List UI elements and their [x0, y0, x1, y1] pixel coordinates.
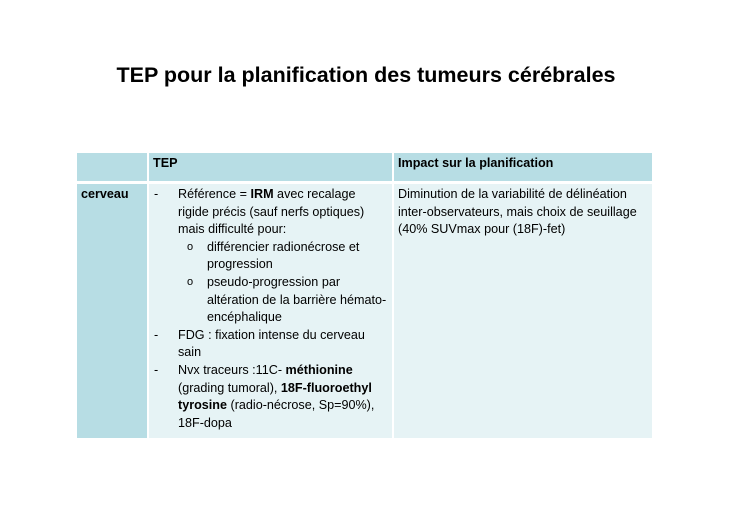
list-item: - FDG : fixation intense du cerveau sain — [153, 327, 388, 362]
table-header-row: TEP Impact sur la planification — [77, 153, 652, 181]
sub-list: o différencier radionécrose et progressi… — [178, 239, 388, 327]
item3-bold2: 18F-fluoroethyl tyrosine — [178, 380, 372, 413]
cell-tep: - Référence = IRM avec recalage rigide p… — [149, 184, 392, 438]
item1-pre: Référence = — [178, 187, 251, 201]
dash-bullet: - — [154, 362, 159, 377]
sub-list-item: o pseudo-progression par altération de l… — [178, 274, 388, 327]
tep-list: - Référence = IRM avec recalage rigide p… — [153, 186, 388, 432]
circle-bullet: o — [187, 240, 194, 253]
sub-item-text: pseudo-progression par altération de la … — [207, 274, 387, 325]
header-cell-tep: TEP — [149, 153, 392, 181]
row-label-cerveau: cerveau — [77, 184, 147, 438]
circle-bullet: o — [187, 275, 194, 288]
dash-bullet: - — [154, 187, 159, 201]
cell-impact: Diminution de la variabilité de délinéat… — [394, 184, 652, 438]
item3-mid: (grading tumoral), — [178, 380, 281, 395]
item1-bold: IRM — [250, 187, 274, 201]
item3-pre: Nvx traceurs :11C- — [178, 362, 286, 377]
item3-post: (radio-nécrose, Sp=90%), 18F-dopa — [178, 398, 375, 430]
planning-table: TEP Impact sur la planification cerveau … — [75, 153, 654, 438]
dash-bullet: - — [154, 327, 159, 342]
header-cell-empty — [77, 153, 147, 181]
item2-text: FDG : fixation intense du cerveau sain — [178, 327, 365, 360]
header-cell-impact: Impact sur la planification — [394, 153, 652, 181]
table-row: cerveau - Référence = IRM avec recalage … — [77, 184, 652, 438]
list-item: - Référence = IRM avec recalage rigide p… — [153, 186, 388, 327]
item3-bold1: méthionine — [285, 362, 353, 377]
list-item: - Nvx traceurs :11C- méthionine (grading… — [153, 362, 388, 432]
sub-list-item: o différencier radionécrose et progressi… — [178, 239, 388, 274]
item1-post: avec recalage rigide précis (sauf nerfs … — [178, 187, 365, 237]
slide-title: TEP pour la planification des tumeurs cé… — [116, 63, 616, 87]
sub-item-text: différencier radionécrose et progression — [207, 239, 360, 272]
